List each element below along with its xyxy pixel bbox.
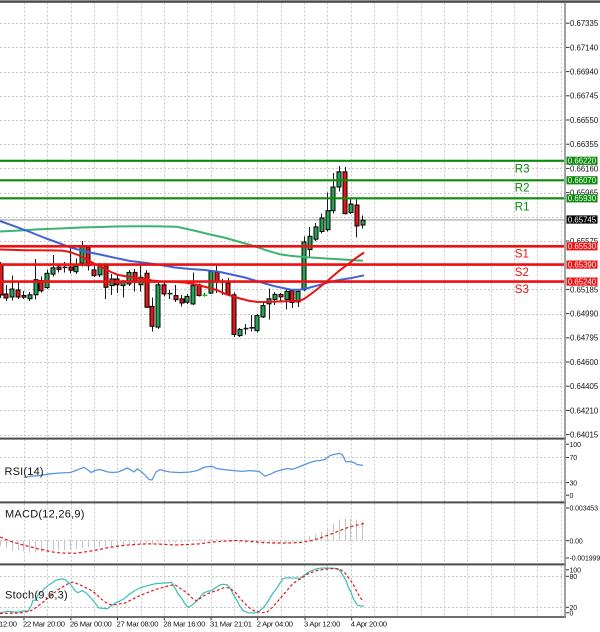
svg-text:0.64795: 0.64795 (570, 334, 599, 343)
svg-text:0.65390: 0.65390 (568, 261, 597, 270)
svg-text:0.65965: 0.65965 (570, 189, 599, 198)
svg-text:31 Mar 21:01: 31 Mar 21:01 (210, 620, 252, 629)
svg-text:70: 70 (570, 455, 578, 462)
svg-text:0.64405: 0.64405 (570, 382, 599, 391)
svg-text:S2: S2 (515, 267, 529, 279)
svg-text:0.65930: 0.65930 (568, 194, 597, 203)
svg-text:0.64015: 0.64015 (570, 431, 599, 440)
svg-text:0.67140: 0.67140 (570, 43, 599, 52)
svg-text:22 Mar 20:00: 22 Mar 20:00 (23, 620, 65, 629)
svg-text:28 Mar 16:00: 28 Mar 16:00 (163, 620, 205, 629)
svg-text:26 Mar 00:00: 26 Mar 00:00 (70, 620, 112, 629)
svg-text:0.65530: 0.65530 (568, 242, 597, 251)
svg-text:0.66220: 0.66220 (568, 157, 597, 166)
svg-text:S3: S3 (515, 284, 529, 296)
svg-text:100: 100 (570, 568, 582, 575)
svg-text:0.65240: 0.65240 (568, 278, 597, 287)
svg-text:Stoch(9,6,3): Stoch(9,6,3) (5, 589, 68, 601)
svg-text:MACD(12,26,9): MACD(12,26,9) (5, 508, 85, 520)
svg-text:0.65185: 0.65185 (570, 285, 599, 294)
svg-text:0.66160: 0.66160 (570, 164, 599, 173)
svg-text:0.003453: 0.003453 (570, 506, 599, 513)
svg-text:0.66745: 0.66745 (570, 92, 599, 101)
svg-text:4 Apr 20:00: 4 Apr 20:00 (351, 620, 387, 629)
svg-text:2 Apr 04:00: 2 Apr 04:00 (257, 620, 293, 629)
svg-text:100: 100 (570, 442, 582, 449)
svg-text:0.64210: 0.64210 (570, 406, 599, 415)
svg-text:0.66070: 0.66070 (568, 176, 597, 185)
svg-text:R3: R3 (515, 164, 530, 176)
svg-text:RSI(14): RSI(14) (5, 466, 44, 478)
svg-text:S1: S1 (515, 248, 529, 260)
svg-text:R2: R2 (515, 183, 530, 195)
svg-text:0.65575: 0.65575 (570, 237, 599, 246)
svg-text:0.66940: 0.66940 (570, 68, 599, 77)
svg-text:27 Mar 08:00: 27 Mar 08:00 (117, 620, 159, 629)
svg-text:0: 0 (570, 493, 574, 500)
svg-text:0: 0 (570, 611, 574, 618)
svg-text:12:00: 12:00 (0, 620, 17, 629)
svg-text:0.66355: 0.66355 (570, 140, 599, 149)
svg-text:30: 30 (570, 480, 578, 487)
svg-text:0.67335: 0.67335 (570, 19, 599, 28)
svg-text:-0.001999: -0.001999 (570, 556, 600, 563)
svg-text:20: 20 (570, 605, 578, 612)
svg-text:R1: R1 (515, 201, 530, 213)
svg-text:0.00: 0.00 (570, 538, 583, 545)
svg-text:0.64600: 0.64600 (570, 358, 599, 367)
svg-text:3 Apr 12:00: 3 Apr 12:00 (304, 620, 340, 629)
svg-text:80: 80 (570, 574, 578, 581)
svg-text:0.66550: 0.66550 (570, 116, 599, 125)
svg-text:0.64990: 0.64990 (570, 310, 599, 319)
svg-text:0.65745: 0.65745 (568, 215, 597, 224)
